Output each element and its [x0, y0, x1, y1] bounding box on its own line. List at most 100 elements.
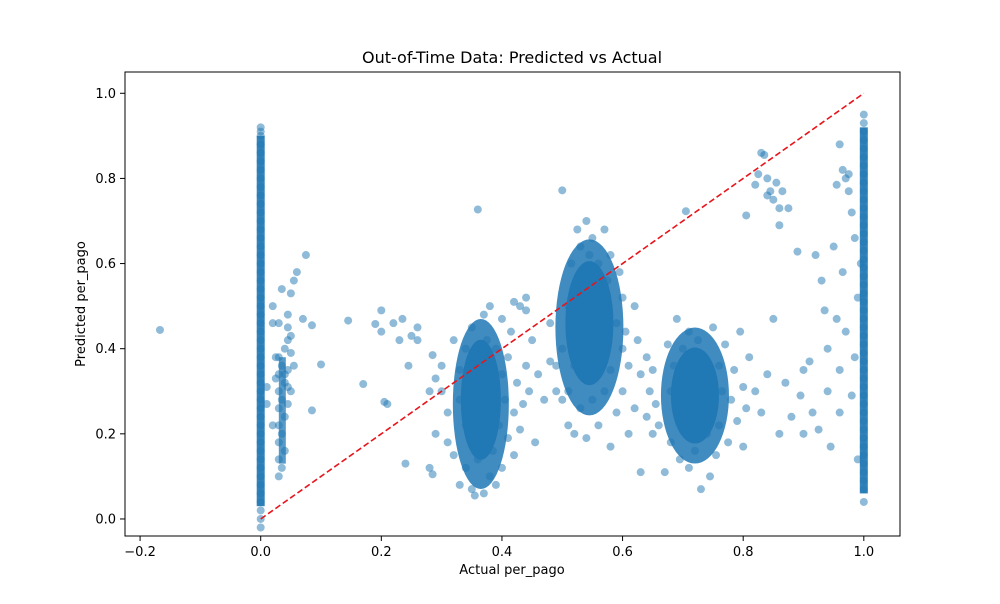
y-tick-label: 1.0 — [95, 87, 116, 102]
data-point — [317, 360, 326, 369]
data-point — [853, 455, 862, 464]
data-point — [745, 353, 754, 362]
data-point — [280, 446, 289, 455]
data-point — [479, 489, 488, 498]
data-point — [277, 463, 286, 472]
reference-line — [260, 92, 865, 520]
data-point — [286, 387, 295, 396]
data-point — [510, 408, 519, 417]
data-point — [715, 421, 724, 430]
data-point — [859, 144, 868, 153]
data-point — [404, 361, 413, 370]
data-point — [624, 361, 633, 370]
data-point — [277, 285, 286, 294]
data-point — [648, 429, 657, 438]
data-point — [256, 421, 265, 430]
data-point — [859, 357, 868, 366]
data-point — [516, 302, 525, 311]
data-point — [552, 387, 561, 396]
data-point — [784, 204, 793, 213]
data-point — [383, 400, 392, 409]
data-point — [256, 140, 265, 149]
data-point — [681, 395, 690, 404]
data-point — [703, 429, 711, 438]
data-point — [510, 297, 519, 306]
data-point — [473, 455, 482, 464]
data-point — [516, 425, 525, 434]
data-point — [612, 319, 621, 328]
data-point — [283, 323, 292, 332]
data-point — [760, 151, 769, 160]
data-point — [724, 438, 733, 447]
data-point — [733, 417, 742, 426]
data-point — [455, 395, 464, 404]
data-point — [651, 400, 660, 409]
data-point — [256, 395, 265, 404]
data-point — [283, 400, 292, 409]
data-point — [594, 310, 603, 319]
data-point — [286, 348, 295, 357]
data-point — [799, 365, 808, 374]
data-point — [781, 378, 790, 387]
data-point — [344, 316, 353, 325]
data-point — [850, 234, 859, 243]
data-point — [256, 208, 265, 217]
data-point — [301, 251, 310, 260]
data-point — [455, 365, 464, 374]
data-point — [618, 344, 627, 353]
data-point — [859, 425, 868, 434]
data-point — [256, 480, 265, 489]
data-point — [522, 306, 531, 315]
data-point — [672, 408, 681, 417]
data-point — [859, 408, 868, 417]
data-point — [579, 268, 588, 277]
data-point — [706, 472, 715, 481]
data-point — [859, 136, 868, 145]
data-point — [377, 306, 386, 315]
data-point — [859, 204, 868, 213]
data-point — [859, 195, 868, 204]
data-point — [256, 191, 265, 200]
data-point — [256, 310, 265, 319]
data-point — [268, 302, 277, 311]
y-axis-label: Predicted per_pago — [74, 241, 89, 367]
data-point — [847, 208, 856, 217]
data-point — [588, 395, 597, 404]
data-point — [642, 412, 651, 421]
data-point — [721, 340, 730, 349]
data-point — [256, 497, 265, 506]
data-point — [766, 187, 775, 196]
data-point — [256, 489, 265, 498]
data-point — [274, 421, 283, 430]
data-point — [256, 216, 265, 225]
plot-area-frame — [124, 71, 901, 537]
data-point — [814, 425, 823, 434]
data-point — [859, 161, 868, 170]
data-point — [274, 387, 283, 396]
data-point — [811, 251, 820, 260]
data-point — [470, 491, 479, 500]
data-point — [256, 429, 265, 438]
data-point — [256, 165, 265, 174]
data-point — [696, 485, 705, 494]
data-point — [859, 289, 868, 298]
data-point — [859, 383, 868, 392]
data-point — [763, 370, 772, 379]
data-point — [823, 344, 832, 353]
data-point — [847, 391, 856, 400]
data-point — [630, 302, 639, 311]
data-point — [437, 361, 446, 370]
data-point — [401, 459, 410, 468]
data-point — [488, 391, 497, 400]
data-point — [407, 331, 416, 340]
data-point — [277, 395, 286, 404]
data-point — [307, 406, 316, 415]
data-point — [730, 365, 739, 374]
data-point — [256, 174, 265, 183]
data-point — [859, 442, 868, 451]
data-point — [506, 327, 515, 336]
data-point — [742, 404, 751, 413]
data-point — [796, 391, 805, 400]
data-point — [835, 408, 844, 417]
chart-title: Out-of-Time Data: Predicted vs Actual — [362, 48, 662, 67]
